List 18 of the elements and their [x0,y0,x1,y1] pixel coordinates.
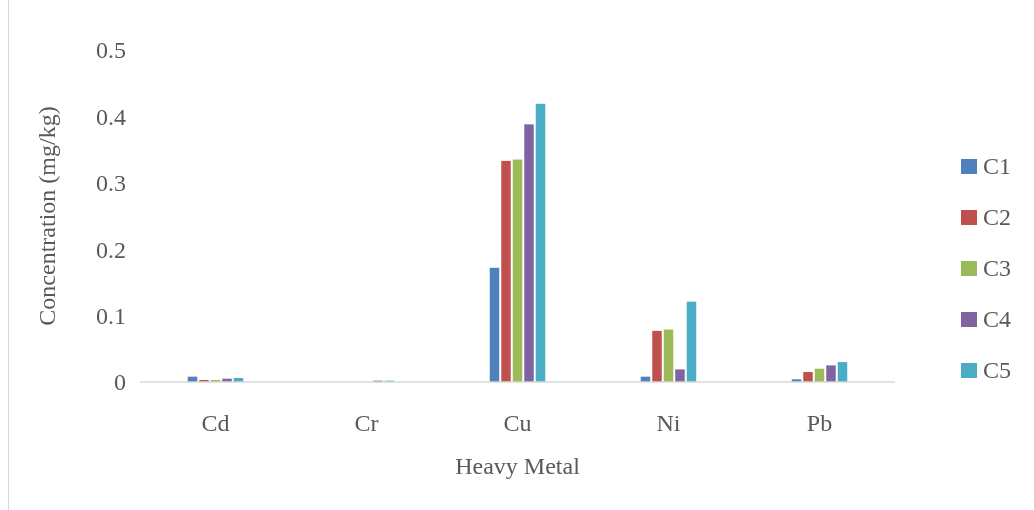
x-tick-label: Pb [806,410,833,437]
legend-label: C5 [983,357,1012,384]
legend-label: C2 [983,204,1012,231]
y-tick-label: 0.1 [96,303,126,329]
y-tick-label: 0.3 [96,170,126,197]
x-tick-label: Ni [656,410,681,437]
y-tick-label: 0.5 [96,37,126,64]
y-tick-label: 0.2 [96,236,126,263]
x-axis-title: Heavy Metal [455,453,581,480]
y-tick-label: 0.4 [96,103,126,130]
x-tick-label: Cd [201,410,230,437]
legend-label: C3 [983,255,1012,282]
x-tick-label: Cu [503,410,532,437]
y-axis-title: Concentration (mg/kg) [34,106,61,326]
y-tick-label: 0 [114,369,126,396]
legend-label: C1 [983,153,1012,180]
x-tick-label: Cr [354,410,379,437]
legend-label: C4 [983,306,1012,333]
